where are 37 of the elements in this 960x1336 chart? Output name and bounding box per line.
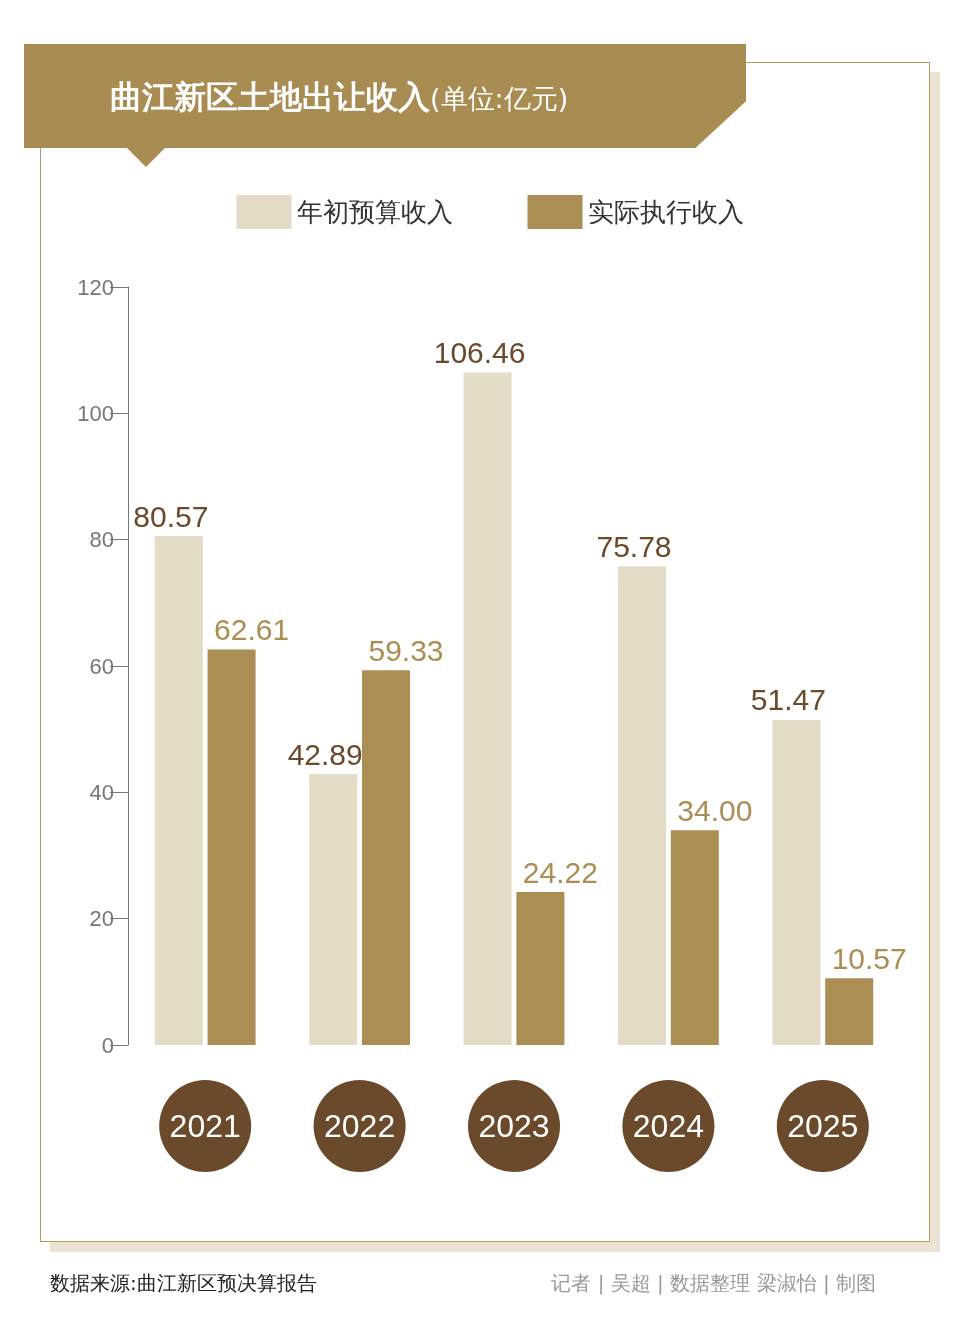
bar — [618, 566, 666, 1045]
bar — [772, 719, 821, 1045]
bar — [362, 670, 410, 1045]
bar — [463, 372, 512, 1045]
data-label: 42.89 — [287, 737, 363, 771]
text: 记者 | 吴超 | 数据整理 梁淑怡 | 制图 — [551, 1270, 876, 1297]
bar — [309, 774, 358, 1045]
y-tick-label: 100 — [77, 400, 114, 426]
data-label: 80.57 — [133, 499, 209, 533]
bar — [207, 649, 256, 1045]
bar — [825, 978, 874, 1045]
x-tick-label: 2021 — [169, 1108, 241, 1144]
x-tick-label: 2023 — [478, 1108, 550, 1144]
data-label: 59.33 — [368, 633, 444, 667]
legend-label: 实际执行收入 — [587, 197, 744, 227]
y-tick-label: 40 — [89, 779, 114, 805]
x-tick-label: 2024 — [632, 1108, 704, 1144]
data-label: 75.78 — [596, 529, 672, 563]
y-tick-label: 0 — [101, 1032, 114, 1058]
source-note: 数据来源:曲江新区预决算报告 — [50, 1270, 317, 1297]
chart-subtitle: (单位:亿元) — [430, 83, 569, 114]
data-label: 106.46 — [433, 336, 526, 370]
data-label: 34.00 — [677, 793, 753, 827]
y-tick-label: 120 — [77, 274, 114, 300]
data-label: 51.47 — [750, 683, 826, 717]
bar — [670, 830, 719, 1045]
bar — [516, 892, 565, 1045]
data-label: 24.22 — [522, 855, 598, 889]
x-tick-label: 2025 — [787, 1108, 859, 1144]
bar — [154, 536, 203, 1045]
legend-label: 年初预算收入 — [296, 197, 453, 227]
y-tick-label: 80 — [89, 527, 114, 553]
y-tick-label: 60 — [89, 653, 114, 679]
y-tick-label: 20 — [89, 906, 114, 932]
data-label: 62.61 — [214, 613, 290, 647]
x-tick-label: 2022 — [324, 1108, 396, 1144]
data-label: 10.57 — [831, 941, 907, 975]
